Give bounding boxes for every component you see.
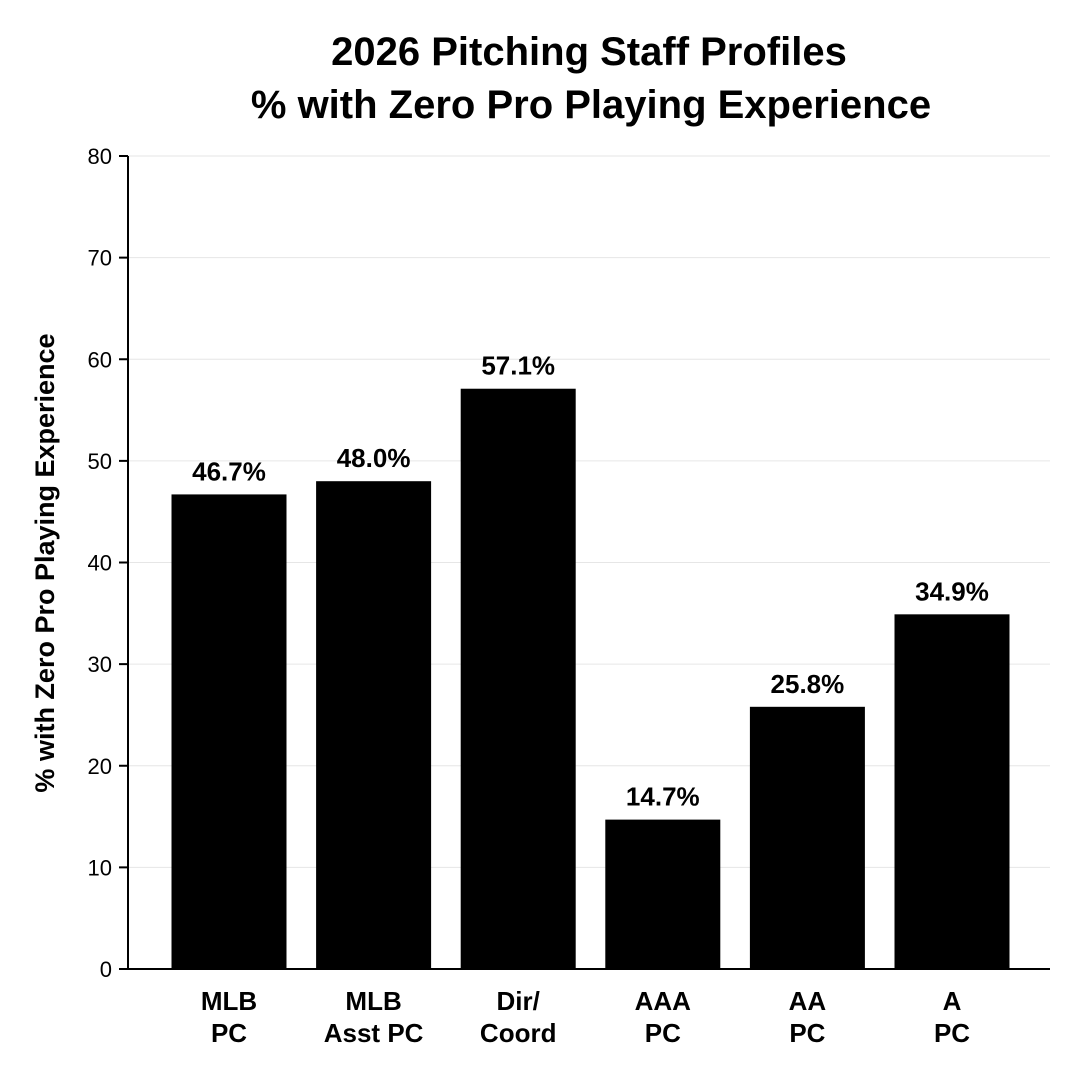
x-category-label: AAA [635,986,692,1016]
y-tick-label: 0 [100,957,112,982]
x-category-label: Dir/ [497,986,540,1016]
x-category-label: Asst PC [324,1018,424,1048]
bar [460,388,576,969]
bar-value-label: 34.9% [915,576,989,606]
x-category-label: PC [645,1018,681,1048]
bar-value-label: 48.0% [337,443,411,473]
bar-value-label: 25.8% [771,669,845,699]
y-tick-label: 10 [88,855,112,880]
y-tick-label: 40 [88,551,112,576]
bar [171,494,287,969]
y-tick-label: 50 [88,449,112,474]
chart-title-line-1: 2026 Pitching Staff Profiles [331,30,847,74]
bar-value-label: 57.1% [481,351,555,381]
bar [894,614,1010,969]
y-tick-label: 80 [88,144,112,169]
bar [605,819,721,969]
y-axis-ticks: 0 10 20 30 40 50 60 70 80 [88,144,128,982]
bar [316,481,432,969]
x-category-label: PC [789,1018,825,1048]
y-tick-label: 20 [88,754,112,779]
bars [171,388,1010,969]
bar-value-label: 14.7% [626,782,700,812]
x-category-label: AA [789,986,827,1016]
y-tick-label: 70 [88,246,112,271]
x-category-label: A [943,986,962,1016]
x-category-label: MLB [201,986,257,1016]
value-labels: 46.7% 48.0% 57.1% 14.7% 25.8% 34.9% [192,351,989,812]
bar-value-label: 46.7% [192,456,266,486]
x-category-label: PC [211,1018,247,1048]
bar [749,706,865,969]
y-axis-label: % with Zero Pro Playing Experience [30,333,60,792]
y-tick-label: 30 [88,652,112,677]
x-category-label: Coord [480,1018,557,1048]
chart-title-line-2: % with Zero Pro Playing Experience [251,83,931,127]
y-tick-label: 60 [88,347,112,372]
x-category-label: MLB [345,986,401,1016]
chart-title: 2026 Pitching Staff Profiles % with Zero… [251,30,931,127]
x-category-label: PC [934,1018,970,1048]
